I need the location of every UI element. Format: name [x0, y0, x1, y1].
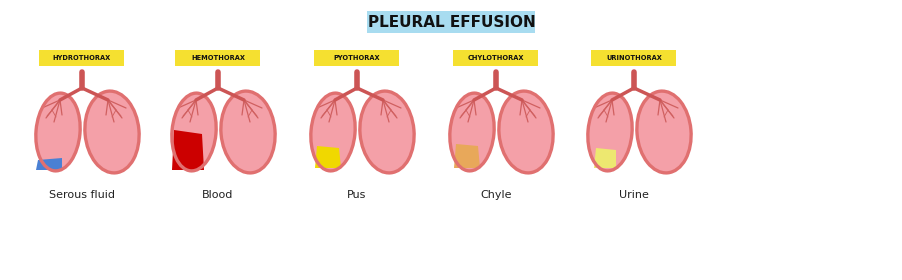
Ellipse shape	[85, 91, 139, 173]
FancyBboxPatch shape	[40, 50, 124, 66]
Text: Chyle: Chyle	[480, 190, 511, 200]
FancyBboxPatch shape	[453, 50, 538, 66]
Ellipse shape	[360, 91, 414, 173]
Ellipse shape	[636, 91, 690, 173]
Text: PYOTHORAX: PYOTHORAX	[334, 55, 380, 61]
Ellipse shape	[498, 91, 553, 173]
Text: HEMOTHORAX: HEMOTHORAX	[191, 55, 244, 61]
Text: Pus: Pus	[347, 190, 366, 200]
Ellipse shape	[449, 93, 493, 171]
FancyBboxPatch shape	[591, 50, 676, 66]
Ellipse shape	[221, 91, 275, 173]
Text: Serous fluid: Serous fluid	[49, 190, 115, 200]
Polygon shape	[171, 130, 204, 170]
FancyBboxPatch shape	[314, 50, 399, 66]
Polygon shape	[315, 146, 341, 168]
Text: URINOTHORAX: URINOTHORAX	[605, 55, 661, 61]
Ellipse shape	[587, 93, 631, 171]
Ellipse shape	[310, 93, 354, 171]
Polygon shape	[594, 148, 615, 168]
FancyBboxPatch shape	[175, 50, 260, 66]
Text: CHYLOTHORAX: CHYLOTHORAX	[467, 55, 524, 61]
Polygon shape	[36, 158, 62, 170]
Text: Urine: Urine	[619, 190, 649, 200]
Text: Blood: Blood	[202, 190, 234, 200]
FancyBboxPatch shape	[367, 11, 535, 33]
Text: HYDROTHORAX: HYDROTHORAX	[53, 55, 111, 61]
Text: PLEURAL EFFUSION: PLEURAL EFFUSION	[367, 15, 535, 29]
Ellipse shape	[171, 93, 216, 171]
Polygon shape	[454, 144, 480, 168]
Ellipse shape	[36, 93, 80, 171]
